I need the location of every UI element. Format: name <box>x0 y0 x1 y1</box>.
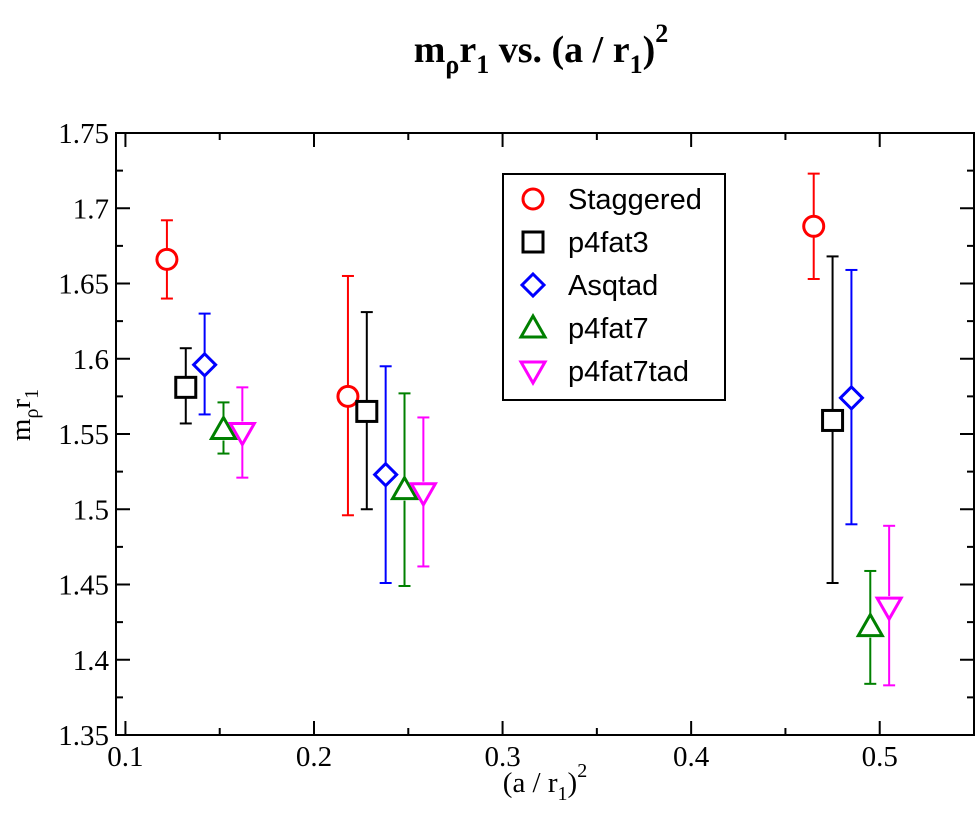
x-tick-label: 0.2 <box>296 741 332 773</box>
x-tick-label: 0.1 <box>107 741 143 773</box>
y-tick-label: 1.75 <box>58 118 109 150</box>
legend: Staggered p4fat3 Asqtad p4fat7 p4fat7tad <box>502 173 726 401</box>
y-axis-label: mρr1 <box>5 389 43 441</box>
y-tick-label: 1.35 <box>58 720 109 752</box>
error-bar <box>198 312 211 416</box>
legend-marker <box>518 312 548 339</box>
y-tick-label: 1.65 <box>58 269 109 301</box>
data-point <box>838 384 865 412</box>
data-point <box>874 596 904 623</box>
data-point <box>802 214 826 238</box>
series-asqtad <box>191 268 865 584</box>
legend-item-p4fat7tad: p4fat7tad <box>518 356 689 388</box>
data-point <box>336 384 360 408</box>
x-tick-label: 0.5 <box>862 741 898 773</box>
legend-item-asqtad: Asqtad <box>519 270 658 302</box>
data-point <box>389 474 420 501</box>
error-bar <box>864 569 877 685</box>
error-bar <box>379 365 392 584</box>
legend-marker <box>518 360 548 387</box>
error-bar <box>845 268 858 526</box>
legend-item-p4fat3: p4fat3 <box>521 227 649 259</box>
data-point <box>372 461 399 488</box>
error-bar <box>398 392 411 588</box>
series-staggered <box>155 172 826 517</box>
data-point <box>855 611 885 638</box>
data-marks <box>155 172 904 687</box>
error-bar <box>883 524 896 687</box>
chart-title: mρr1 vs. (a / r1)2 <box>414 19 668 79</box>
legend-label: p4fat3 <box>568 227 649 259</box>
data-point <box>355 399 379 423</box>
y-tick-label: 1.5 <box>73 494 109 526</box>
legend-label: Asqtad <box>568 270 658 302</box>
data-point <box>155 247 179 271</box>
x-tick-label: 0.3 <box>484 741 520 773</box>
data-point <box>208 414 239 440</box>
data-point <box>191 351 218 378</box>
error-bar <box>417 416 430 568</box>
data-point <box>408 482 438 508</box>
error-bar <box>236 386 249 479</box>
axis-tick-labels: 0.1 0.2 0.3 0.4 0.5 1.35 1.4 1.45 1.5 1.55 1.6 1.65… <box>58 118 898 773</box>
series-p4fat7 <box>208 392 885 685</box>
series-p4fat7tad <box>227 386 904 687</box>
error-bar <box>826 255 839 584</box>
data-point <box>227 421 257 448</box>
error-bar <box>360 311 373 511</box>
axis-ticks <box>116 132 975 736</box>
y-tick-label: 1.6 <box>73 344 109 376</box>
y-tick-label: 1.7 <box>73 193 109 225</box>
error-bar <box>807 172 820 280</box>
legend-label: Staggered <box>568 184 702 216</box>
legend-label: p4fat7 <box>568 313 649 345</box>
data-point <box>821 408 845 432</box>
legend-item-p4fat7: p4fat7 <box>518 312 649 345</box>
y-tick-label: 1.45 <box>58 570 109 602</box>
error-bar <box>217 401 230 455</box>
x-tick-label: 0.4 <box>673 741 710 773</box>
error-bar <box>179 347 192 425</box>
error-bar <box>160 219 173 300</box>
series-p4fat3 <box>174 255 845 584</box>
legend-marker <box>521 187 545 211</box>
y-tick-label: 1.55 <box>58 419 109 451</box>
y-tick-label: 1.4 <box>73 645 110 677</box>
error-bar <box>341 274 354 517</box>
legend-item-staggered: Staggered <box>521 184 702 216</box>
x-axis-label: (a / r1)2 <box>503 760 587 805</box>
legend-marker <box>519 271 547 299</box>
data-point <box>174 375 198 399</box>
legend-marker <box>521 230 545 254</box>
legend-label: p4fat7tad <box>568 356 689 388</box>
